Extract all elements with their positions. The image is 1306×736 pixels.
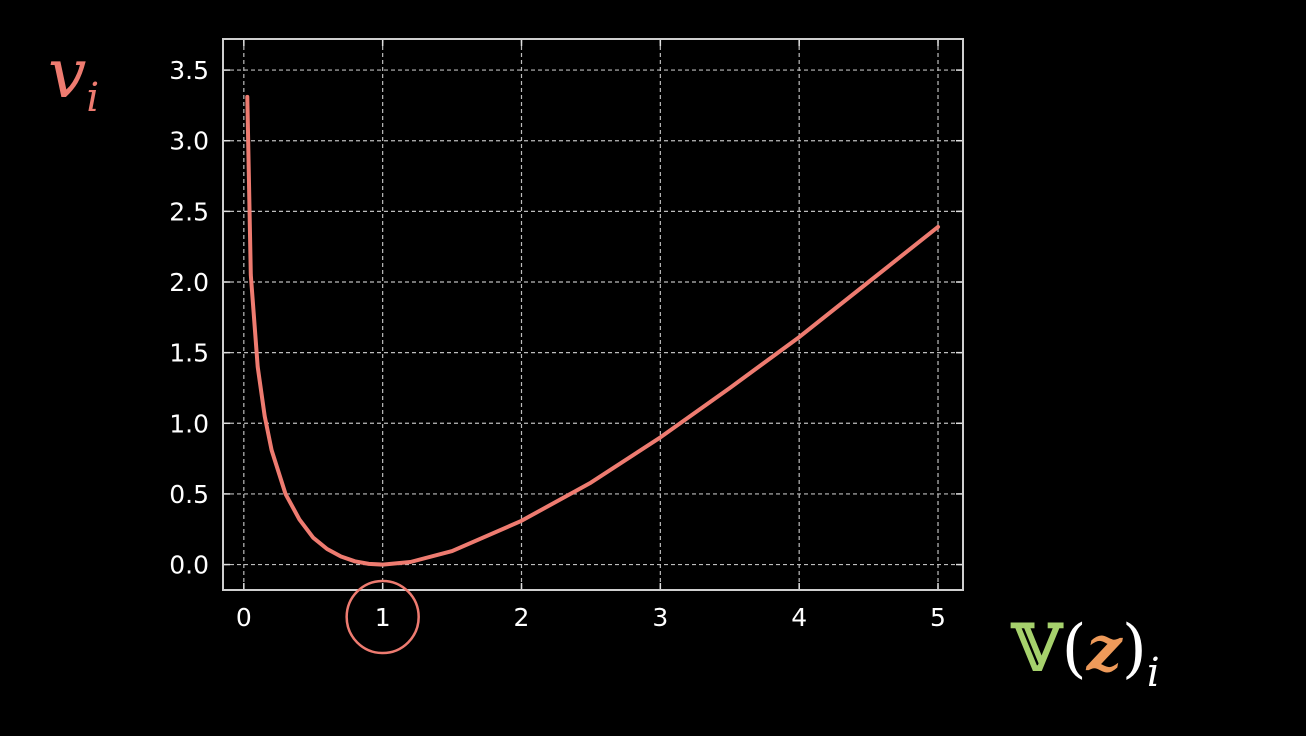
- x-axis-label-subscript: i: [1147, 650, 1160, 696]
- x-tick-label: 5: [930, 603, 946, 632]
- x-axis-label-variable: z: [1086, 612, 1124, 685]
- x-tick-labels: 0 1 2 3 4 5: [236, 603, 946, 632]
- x-tick-label: 0: [236, 603, 252, 632]
- y-tick-label: 0.0: [169, 551, 209, 580]
- y-tick-label: 2.5: [169, 197, 209, 226]
- highlight-circle: [345, 579, 420, 655]
- axis-ticks: [223, 39, 963, 590]
- x-tick-label: 2: [514, 603, 530, 632]
- x-tick-label: 1: [375, 603, 391, 632]
- grid: [223, 39, 963, 590]
- y-axis-label-subscript: i: [86, 75, 99, 121]
- x-axis-label-open-paren: (: [1062, 612, 1087, 686]
- y-tick-label: 1.5: [169, 339, 209, 368]
- y-tick-label: 0.5: [169, 480, 209, 509]
- x-tick-label: 4: [791, 603, 807, 632]
- y-tick-label: 3.5: [169, 56, 209, 85]
- series-curve: [245, 94, 940, 567]
- y-axis-label: vi: [48, 35, 99, 121]
- y-axis-label-symbol: v: [48, 35, 86, 114]
- x-axis-label: 𝕍(z)i: [1010, 611, 1160, 696]
- x-axis-label-operator: 𝕍: [1010, 611, 1064, 686]
- x-axis-label-close-paren: ): [1122, 612, 1147, 686]
- x-tick-label: 3: [652, 603, 668, 632]
- plot-frame: [222, 38, 964, 591]
- y-tick-labels: 0.0 0.5 1.0 1.5 2.0 2.5 3.0 3.5: [169, 56, 209, 579]
- y-tick-label: 2.0: [169, 268, 209, 297]
- y-tick-label: 1.0: [169, 409, 209, 438]
- y-tick-label: 3.0: [169, 127, 209, 156]
